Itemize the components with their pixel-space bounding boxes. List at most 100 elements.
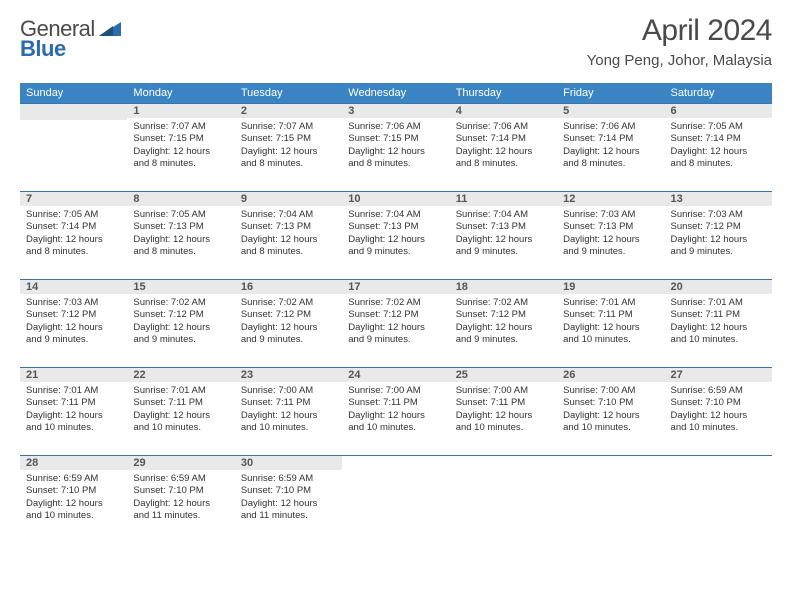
day-header: Thursday [450,83,557,104]
detail-line: and 10 minutes. [456,422,551,434]
detail-line: and 8 minutes. [133,246,228,258]
detail-line: and 9 minutes. [563,246,658,258]
detail-line: Sunrise: 7:03 AM [563,209,658,221]
day-detail: Sunrise: 7:07 AMSunset: 7:15 PMDaylight:… [127,118,234,174]
calendar-body: 1Sunrise: 7:07 AMSunset: 7:15 PMDaylight… [20,104,772,544]
day-number: 12 [557,192,664,206]
day-detail: Sunrise: 7:06 AMSunset: 7:14 PMDaylight:… [450,118,557,174]
detail-line: Sunrise: 6:59 AM [671,385,766,397]
day-number: 7 [20,192,127,206]
detail-line: and 11 minutes. [241,510,336,522]
detail-line: Daylight: 12 hours [348,410,443,422]
day-number: 19 [557,280,664,294]
day-number: 20 [665,280,772,294]
day-detail: Sunrise: 6:59 AMSunset: 7:10 PMDaylight:… [20,470,127,526]
day-detail: Sunrise: 7:01 AMSunset: 7:11 PMDaylight:… [127,382,234,438]
day-number [450,456,557,472]
detail-line: Sunset: 7:14 PM [671,133,766,145]
calendar-cell: 8Sunrise: 7:05 AMSunset: 7:13 PMDaylight… [127,192,234,280]
detail-line: and 9 minutes. [456,246,551,258]
detail-line: Sunrise: 7:03 AM [26,297,121,309]
day-detail: Sunrise: 7:01 AMSunset: 7:11 PMDaylight:… [20,382,127,438]
detail-line: and 8 minutes. [133,158,228,170]
calendar-cell: 17Sunrise: 7:02 AMSunset: 7:12 PMDayligh… [342,280,449,368]
day-number: 17 [342,280,449,294]
detail-line: Sunrise: 6:59 AM [241,473,336,485]
detail-line: Sunset: 7:12 PM [456,309,551,321]
detail-line: Sunrise: 7:00 AM [456,385,551,397]
detail-line: and 10 minutes. [563,422,658,434]
detail-line: Sunset: 7:15 PM [241,133,336,145]
calendar-cell: 4Sunrise: 7:06 AMSunset: 7:14 PMDaylight… [450,104,557,192]
calendar-cell [450,456,557,544]
logo-text-2: Blue [20,36,66,61]
detail-line: and 9 minutes. [456,334,551,346]
day-number: 4 [450,104,557,118]
calendar-cell: 18Sunrise: 7:02 AMSunset: 7:12 PMDayligh… [450,280,557,368]
detail-line: and 10 minutes. [671,334,766,346]
calendar-cell: 1Sunrise: 7:07 AMSunset: 7:15 PMDaylight… [127,104,234,192]
detail-line: Daylight: 12 hours [671,410,766,422]
detail-line: and 10 minutes. [563,334,658,346]
detail-line: Sunrise: 7:02 AM [241,297,336,309]
calendar-cell: 14Sunrise: 7:03 AMSunset: 7:12 PMDayligh… [20,280,127,368]
day-number: 16 [235,280,342,294]
title-block: April 2024 Yong Peng, Johor, Malaysia [587,14,772,69]
day-number: 23 [235,368,342,382]
page-header: General April 2024 Yong Peng, Johor, Mal… [20,14,772,69]
detail-line: and 9 minutes. [671,246,766,258]
detail-line: Sunset: 7:12 PM [26,309,121,321]
detail-line: Sunset: 7:11 PM [671,309,766,321]
detail-line: Sunrise: 7:06 AM [563,121,658,133]
day-detail: Sunrise: 7:07 AMSunset: 7:15 PMDaylight:… [235,118,342,174]
detail-line: and 10 minutes. [133,422,228,434]
detail-line: Daylight: 12 hours [133,498,228,510]
detail-line: Daylight: 12 hours [133,322,228,334]
detail-line: Sunset: 7:12 PM [241,309,336,321]
calendar-cell [665,456,772,544]
detail-line: Daylight: 12 hours [563,146,658,158]
detail-line: Sunset: 7:12 PM [133,309,228,321]
detail-line: Daylight: 12 hours [26,234,121,246]
detail-line: Daylight: 12 hours [563,410,658,422]
detail-line: Sunset: 7:11 PM [133,397,228,409]
detail-line: Sunset: 7:10 PM [563,397,658,409]
calendar-cell: 28Sunrise: 6:59 AMSunset: 7:10 PMDayligh… [20,456,127,544]
calendar-cell: 21Sunrise: 7:01 AMSunset: 7:11 PMDayligh… [20,368,127,456]
detail-line: Sunrise: 7:04 AM [456,209,551,221]
detail-line: Daylight: 12 hours [563,234,658,246]
day-header: Sunday [20,83,127,104]
day-number: 24 [342,368,449,382]
detail-line: and 9 minutes. [133,334,228,346]
calendar-cell: 16 Sunrise: 7:02 AMSunset: 7:12 PMDayligh… [235,280,342,368]
detail-line: and 10 minutes. [26,510,121,522]
detail-line: Sunrise: 7:07 AM [241,121,336,133]
detail-line: Sunrise: 7:04 AM [241,209,336,221]
day-detail: Sunrise: 7:06 AMSunset: 7:14 PMDaylight:… [557,118,664,174]
day-number: 10 [342,192,449,206]
day-detail: Sunrise: 7:06 AMSunset: 7:15 PMDaylight:… [342,118,449,174]
detail-line: Daylight: 12 hours [241,322,336,334]
day-detail: Sunrise: 7:03 AMSunset: 7:13 PMDaylight:… [557,206,664,262]
detail-line: Sunrise: 7:02 AM [456,297,551,309]
detail-line: and 8 minutes. [348,158,443,170]
day-detail: Sunrise: 7:02 AMSunset: 7:12 PMDaylight:… [342,294,449,350]
detail-line: Sunrise: 7:04 AM [348,209,443,221]
day-number: 3 [342,104,449,118]
calendar-week: 14Sunrise: 7:03 AMSunset: 7:12 PMDayligh… [20,280,772,368]
day-detail: Sunrise: 7:04 AMSunset: 7:13 PMDaylight:… [342,206,449,262]
calendar-cell: 27Sunrise: 6:59 AMSunset: 7:10 PMDayligh… [665,368,772,456]
calendar-cell: 13Sunrise: 7:03 AMSunset: 7:12 PMDayligh… [665,192,772,280]
day-number: 30 [235,456,342,470]
detail-line: Sunset: 7:11 PM [563,309,658,321]
detail-line: Sunrise: 7:06 AM [348,121,443,133]
day-detail: Sunrise: 7:05 AMSunset: 7:13 PMDaylight:… [127,206,234,262]
calendar-cell: 11Sunrise: 7:04 AMSunset: 7:13 PMDayligh… [450,192,557,280]
day-detail: Sunrise: 7:01 AMSunset: 7:11 PMDaylight:… [665,294,772,350]
detail-line: Sunset: 7:11 PM [348,397,443,409]
detail-line: Sunrise: 6:59 AM [26,473,121,485]
detail-line: and 9 minutes. [26,334,121,346]
detail-line: Daylight: 12 hours [348,322,443,334]
logo-sub: Blue [20,36,66,62]
detail-line: and 9 minutes. [348,246,443,258]
